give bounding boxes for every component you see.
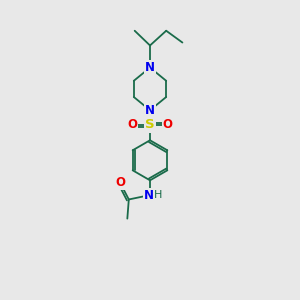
Text: S: S [145,118,155,131]
Text: N: N [145,61,155,74]
Text: O: O [163,118,173,131]
Text: N: N [145,104,155,117]
Text: H: H [154,190,162,200]
Text: O: O [127,118,137,131]
Text: O: O [115,176,125,189]
Text: N: N [143,189,154,202]
